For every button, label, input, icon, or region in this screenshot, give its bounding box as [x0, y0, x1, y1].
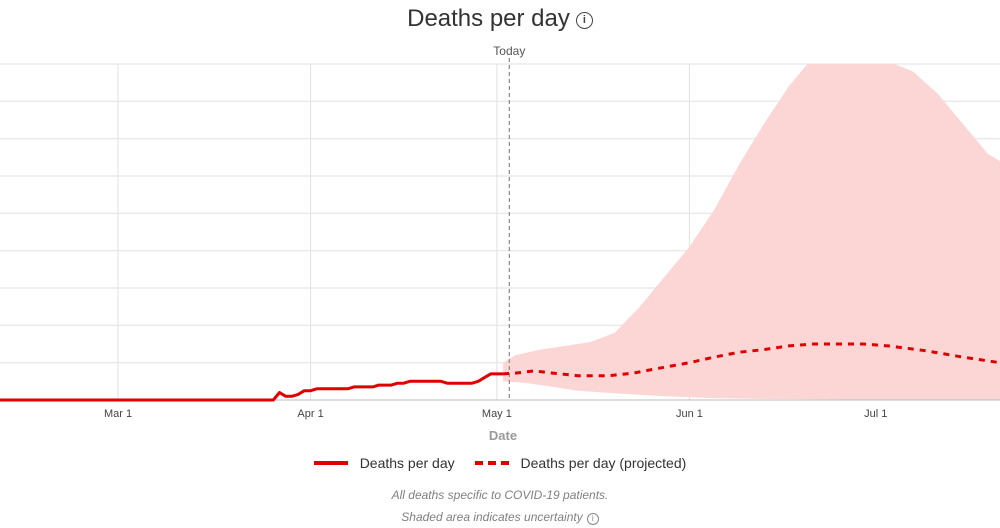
series-line-actual [0, 372, 504, 402]
x-tick-label: Jul 1 [864, 408, 887, 420]
chart-legend: Deaths per day Deaths per day (projected… [0, 452, 1000, 471]
note-deaths-specific: All deaths specific to COVID-19 patients… [391, 488, 609, 502]
legend-swatch-dashed [474, 461, 509, 465]
legend-label-actual: Deaths per day [359, 455, 455, 471]
x-axis-title: Date [489, 428, 517, 443]
note-uncertainty: Shaded area indicates uncertainty [401, 510, 583, 524]
x-tick-label: Jun 1 [676, 408, 703, 420]
today-label: Today [493, 44, 525, 58]
x-tick-label: May 1 [482, 408, 512, 420]
legend-item-actual[interactable]: Deaths per day [313, 455, 455, 471]
series-line-projected [503, 342, 1000, 378]
x-tick-label: Apr 1 [297, 408, 323, 420]
chart-title: Deaths per day [407, 5, 570, 32]
chart-title-row: Deaths per day i [0, 5, 1000, 33]
note-uncertainty-row: Shaded area indicates uncertainty i [0, 506, 1000, 528]
chart-plot: Today Mar 1 Apr 1 May 1 Jun 1 Jul 1 Date [0, 44, 1000, 443]
chart-notes: All deaths specific to COVID-19 patients… [0, 484, 1000, 528]
info-icon[interactable]: i [575, 12, 593, 29]
legend-label-projected: Deaths per day (projected) [520, 455, 687, 471]
info-icon[interactable]: i [586, 513, 599, 525]
x-tick-label: Mar 1 [104, 408, 132, 420]
legend-swatch-solid [313, 461, 348, 465]
uncertainty-band [503, 64, 1000, 400]
legend-item-projected[interactable]: Deaths per day (projected) [474, 455, 687, 471]
